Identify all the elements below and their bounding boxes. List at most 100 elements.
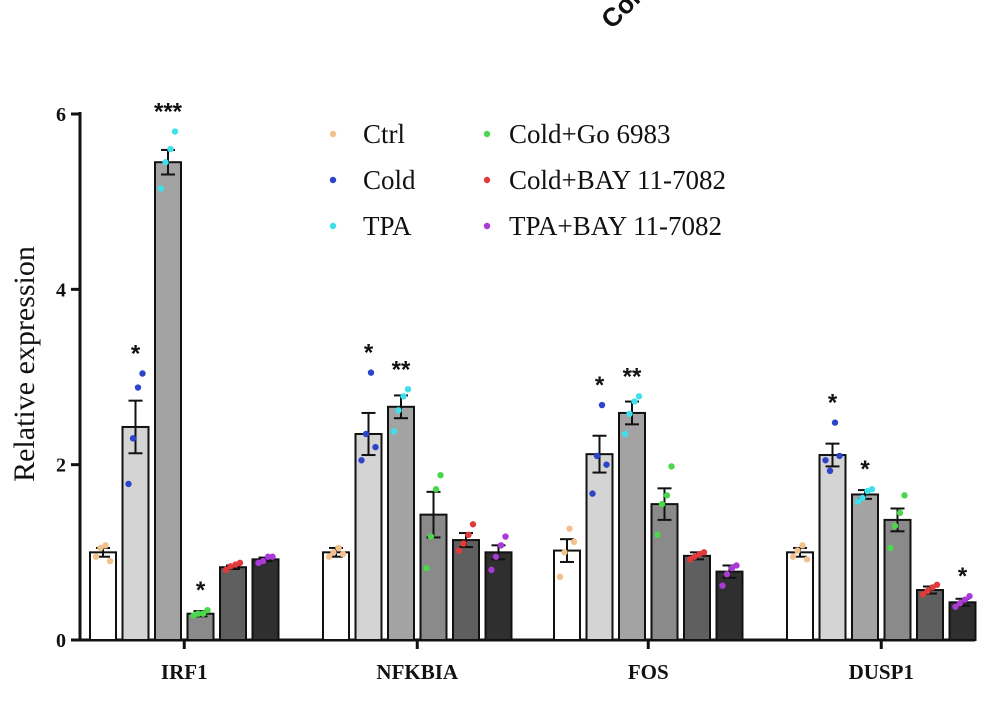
legend-label: Cold+Go 6983: [509, 119, 671, 149]
bar: [154, 161, 182, 641]
data-point: [593, 452, 601, 460]
data-point: [663, 492, 671, 499]
bar: [219, 566, 247, 642]
x-category-label: DUSP1: [849, 660, 914, 684]
data-point: [621, 430, 629, 438]
significance-marker: *: [828, 390, 838, 417]
data-point: [887, 544, 894, 552]
data-point: [566, 525, 573, 532]
x-category-label: NFKBIA: [376, 660, 459, 684]
significance-marker: **: [623, 363, 642, 390]
data-point: [390, 428, 398, 435]
data-point: [502, 533, 509, 540]
bar: [650, 503, 679, 641]
data-point: [465, 531, 472, 538]
bar: [851, 493, 879, 641]
data-point: [497, 542, 505, 549]
data-point: [139, 370, 146, 377]
points-layer: [92, 128, 973, 619]
data-point: [966, 592, 973, 600]
data-point: [891, 522, 899, 530]
legend-label: TPA: [363, 211, 412, 241]
data-point: [204, 606, 211, 614]
data-point: [335, 544, 342, 552]
legend-label: Cold: [363, 165, 416, 195]
data-point: [859, 494, 866, 502]
significance-marker: ***: [154, 99, 183, 126]
data-point: [956, 599, 964, 607]
data-point: [631, 398, 638, 405]
legend-marker: [329, 176, 337, 184]
legend-marker: [329, 130, 337, 138]
bar: [883, 518, 912, 641]
data-point: [259, 557, 267, 565]
bar: [553, 549, 581, 642]
legend-label: TPA+BAY 11-7082: [509, 211, 722, 241]
legend-marker: [329, 222, 337, 230]
bar: [452, 539, 480, 641]
bar: [387, 405, 415, 641]
data-point: [589, 490, 596, 497]
significance-marker: *: [364, 340, 374, 367]
data-point: [194, 610, 202, 617]
data-point: [395, 407, 402, 414]
data-point: [162, 159, 169, 166]
data-point: [919, 591, 927, 598]
data-point: [896, 509, 904, 517]
data-point: [400, 393, 407, 400]
data-point: [794, 547, 801, 554]
y-tick-label: 4: [56, 279, 66, 301]
x-category-label: FOS: [628, 660, 669, 684]
legend: Ctrl Cold TPA Cold+Go 6983 Cold+BAY 11-7082 T…: [329, 119, 726, 241]
data-point: [626, 410, 633, 418]
data-point: [556, 573, 564, 581]
legend-label: Cold+BAY 11-7082: [509, 165, 726, 195]
data-point: [836, 452, 843, 460]
legend-marker: [483, 222, 491, 230]
data-point: [603, 461, 610, 468]
data-point: [339, 550, 347, 558]
data-point: [358, 457, 365, 464]
data-point: [700, 549, 708, 556]
significance-marker: **: [392, 356, 411, 383]
data-point: [167, 145, 174, 153]
data-point: [367, 369, 375, 376]
bar: [251, 558, 280, 642]
data-point: [404, 386, 412, 393]
significance-marker: *: [131, 340, 141, 367]
data-point: [719, 582, 726, 589]
data-point: [362, 430, 370, 438]
significance-marker: *: [595, 372, 605, 399]
data-point: [635, 393, 643, 400]
data-point: [831, 419, 839, 426]
data-point: [952, 603, 959, 610]
data-point: [598, 401, 606, 409]
significance-marker: *: [860, 456, 870, 483]
data-point: [570, 538, 578, 546]
data-point: [658, 500, 666, 508]
data-point: [372, 443, 379, 451]
y-tick-label: 0: [56, 630, 66, 652]
x-category-label: IRF1: [161, 660, 208, 684]
data-point: [437, 471, 444, 479]
bar: [786, 551, 814, 641]
bar: [585, 453, 614, 641]
data-point: [269, 553, 276, 560]
data-point: [129, 435, 137, 442]
data-point: [901, 492, 908, 499]
significance-marker: *: [958, 563, 968, 590]
data-point: [134, 384, 142, 391]
bar: [715, 570, 744, 641]
data-point: [561, 549, 568, 556]
data-point: [92, 553, 100, 560]
data-point: [236, 559, 244, 567]
legend-marker: [483, 176, 491, 184]
data-point: [97, 544, 104, 552]
data-point: [264, 553, 272, 560]
bar: [89, 551, 117, 641]
data-point: [330, 549, 337, 556]
bar: [618, 411, 646, 641]
labels-layer: IRF1 NFKBIA FOS DUSP1* ******** *****: [131, 99, 968, 684]
data-point: [106, 557, 114, 565]
data-point: [654, 531, 661, 538]
